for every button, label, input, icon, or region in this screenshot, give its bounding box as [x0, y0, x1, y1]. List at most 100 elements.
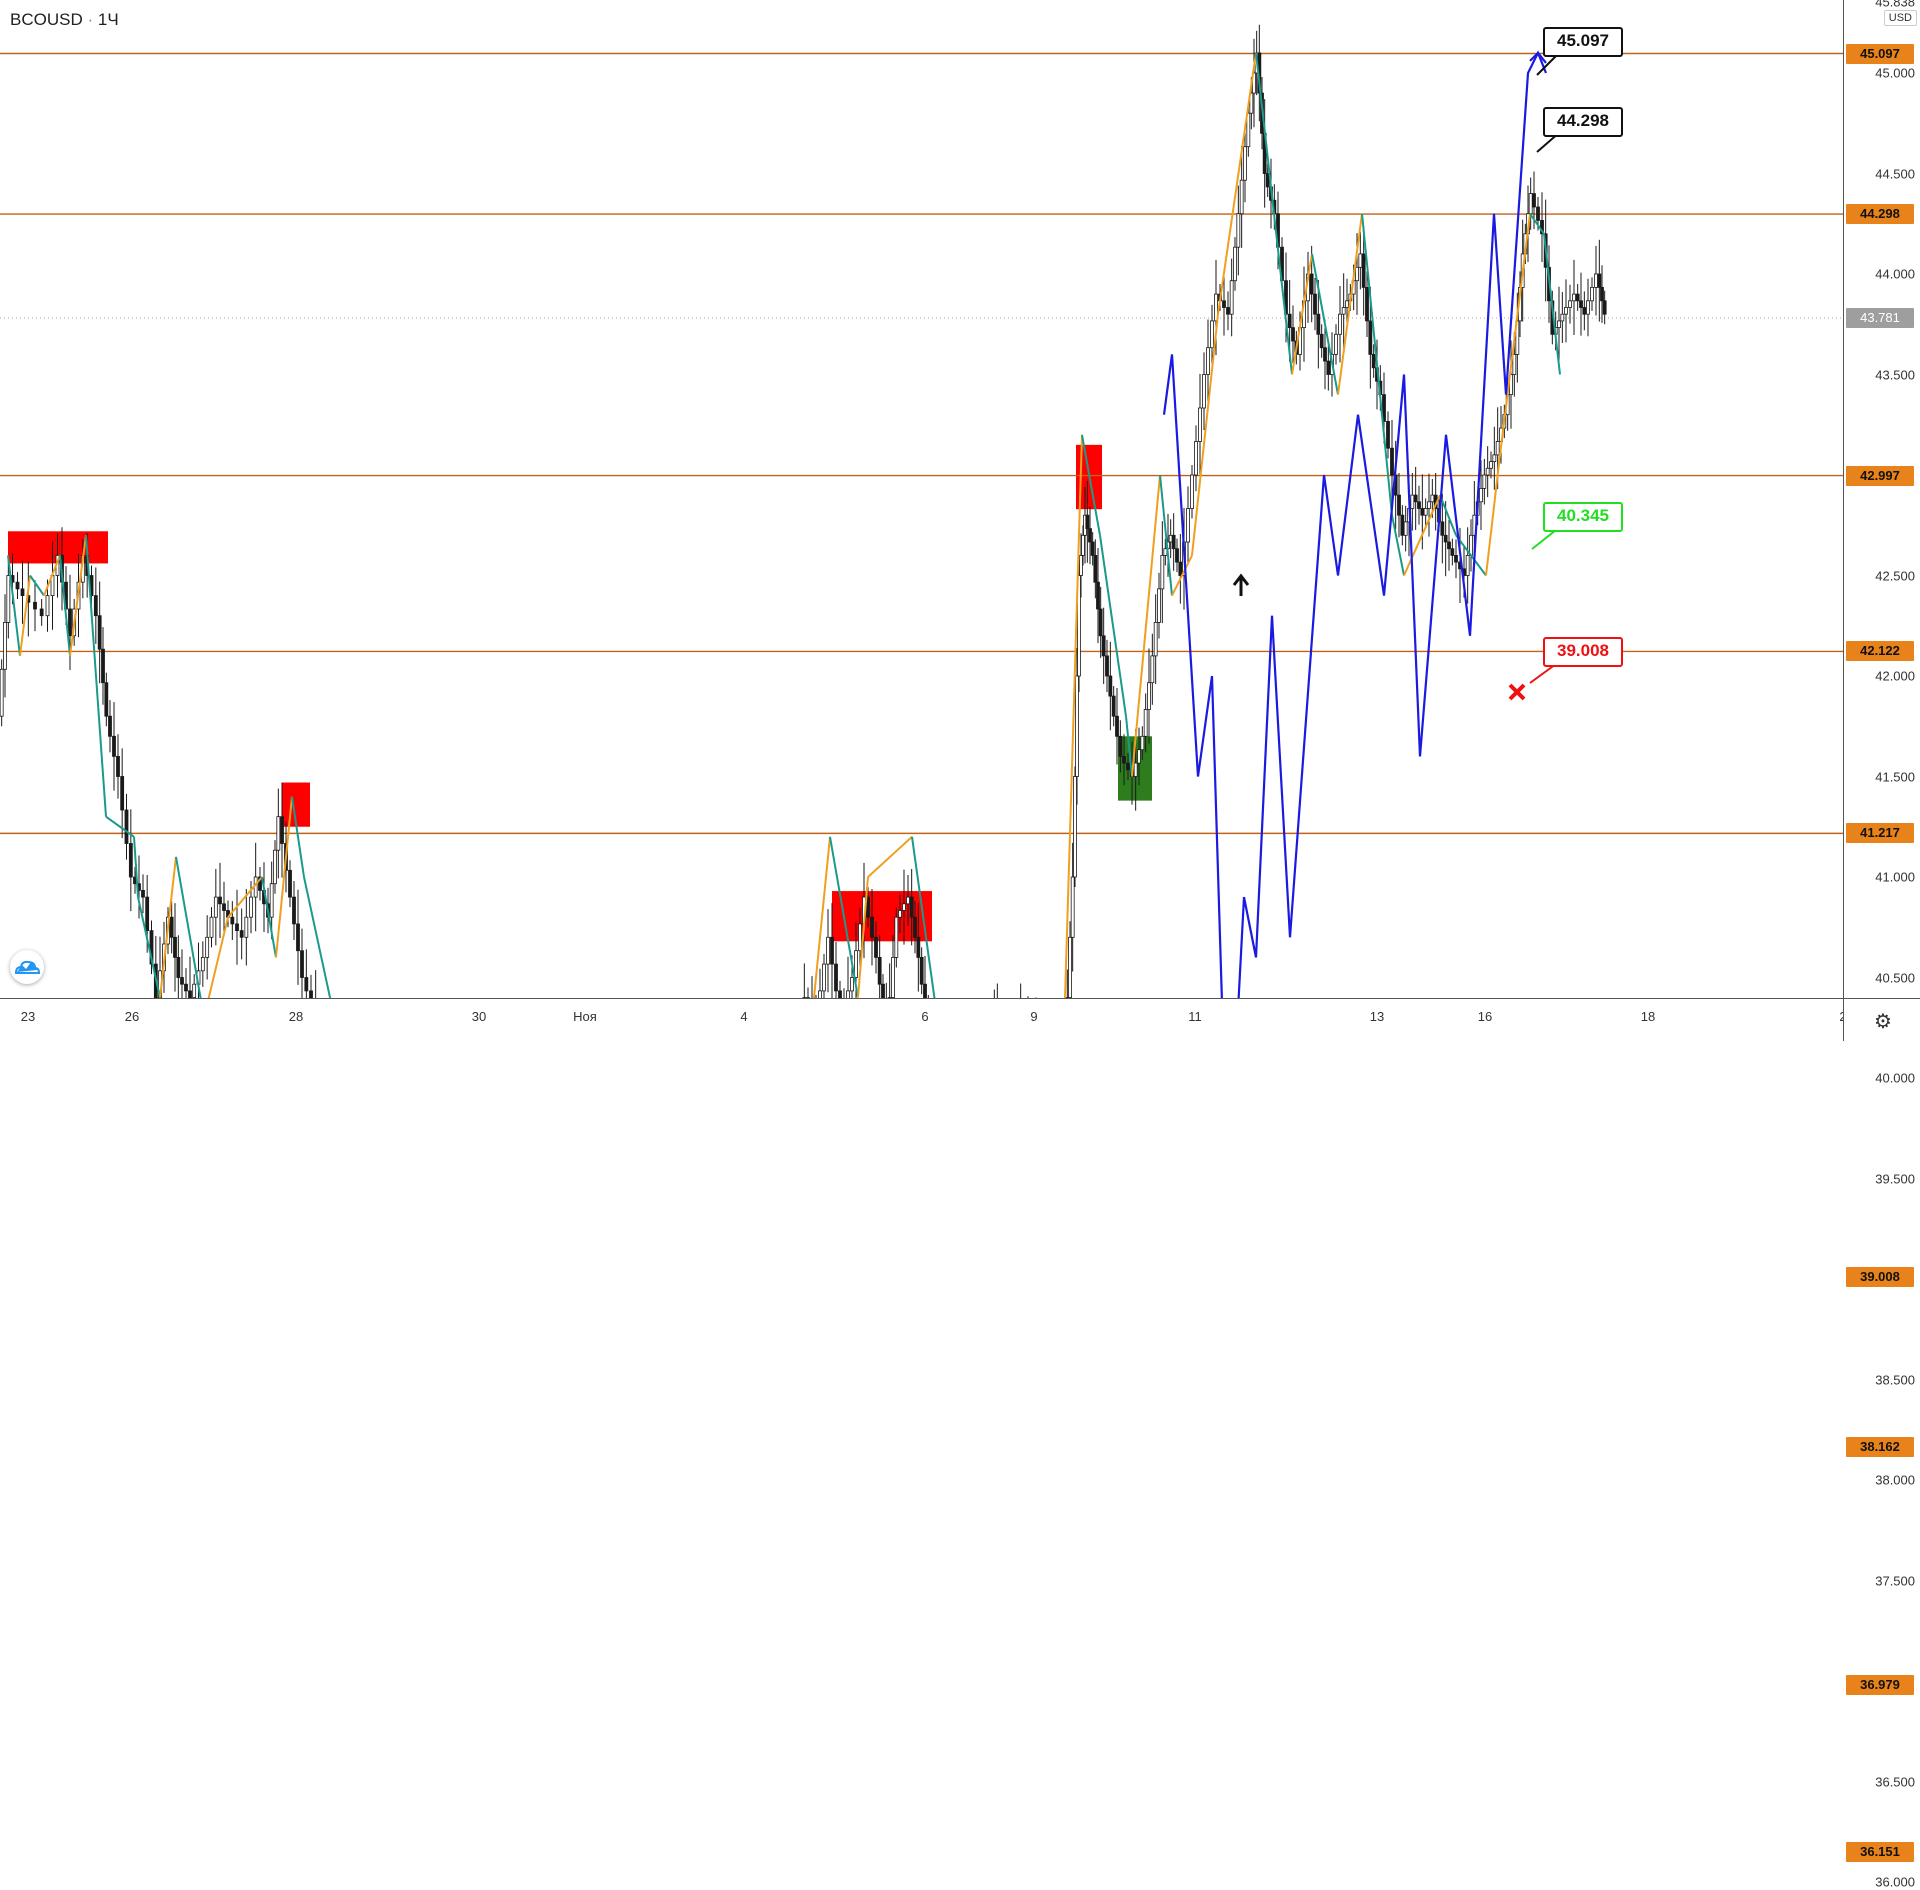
level-price-label[interactable]: 36.151: [1846, 1842, 1914, 1862]
candle-body: [1455, 555, 1458, 562]
forecast-path: [1164, 53, 1546, 998]
level-price-label[interactable]: 38.162: [1846, 1437, 1914, 1457]
symbol-separator: ·: [87, 10, 93, 29]
candle-body: [236, 924, 239, 931]
candle-body: [1240, 180, 1243, 214]
candle-body: [1601, 287, 1604, 300]
level-price-label[interactable]: 41.217: [1846, 823, 1914, 843]
candle-body: [1195, 442, 1198, 476]
candle-body: [40, 609, 43, 616]
chart-canvas[interactable]: [0, 0, 1843, 998]
candle-body: [1424, 509, 1427, 516]
candle-body: [219, 897, 222, 904]
candle-body: [1234, 247, 1237, 281]
candle-body: [1069, 937, 1072, 997]
candle-body: [21, 589, 24, 596]
candle-body: [1310, 274, 1313, 294]
candle-body: [1207, 348, 1210, 375]
axis-corner[interactable]: ⚙: [1843, 998, 1920, 1041]
callout-support[interactable]: 40.345: [1543, 502, 1623, 532]
candle-body: [185, 984, 188, 991]
level-price-label[interactable]: 42.997: [1846, 466, 1914, 486]
symbol-name: BCOUSD: [10, 10, 83, 29]
candle-body: [1342, 308, 1345, 315]
candle-body: [871, 917, 874, 937]
candle-body: [1431, 495, 1434, 502]
callout-stop-text: 39.008: [1557, 641, 1609, 660]
level-price-label[interactable]: 39.008: [1846, 1267, 1914, 1287]
candle-body: [835, 964, 838, 991]
candle-body: [1123, 756, 1126, 763]
price-tick: 41.500: [1875, 769, 1915, 784]
level-price-label[interactable]: 45.097: [1846, 44, 1914, 64]
tradingview-cloud-icon[interactable]: [10, 950, 44, 984]
candle-body: [1086, 515, 1089, 528]
candle-body: [1324, 348, 1327, 361]
level-price-label[interactable]: 44.298: [1846, 204, 1914, 224]
callout-target-high[interactable]: 45.097: [1543, 27, 1623, 57]
symbol-label[interactable]: BCOUSD · 1Ч: [10, 10, 119, 30]
candle-body: [1428, 502, 1431, 509]
price-tick: 41.000: [1875, 870, 1915, 885]
candle-body: [1154, 622, 1157, 656]
candle-body: [1266, 174, 1269, 187]
candle-body: [109, 716, 112, 736]
candle-body: [289, 870, 292, 897]
candle-body: [1320, 334, 1323, 347]
candle-body: [1082, 535, 1085, 555]
level-price-label[interactable]: 42.122: [1846, 641, 1914, 661]
callout-target-mid[interactable]: 44.298: [1543, 107, 1623, 137]
candle-body: [875, 937, 878, 957]
candle-body: [855, 951, 858, 978]
candle-body: [94, 596, 97, 616]
candle-body: [1199, 408, 1202, 442]
candle-body: [245, 917, 248, 937]
zigzag-segment: [1338, 214, 1362, 395]
candle-body: [1191, 475, 1194, 509]
candle-body: [7, 576, 10, 623]
candle-body: [1398, 495, 1401, 515]
zigzag-segment: [1292, 254, 1312, 375]
level-price-label[interactable]: 36.979: [1846, 1675, 1914, 1695]
price-tick: 44.000: [1875, 267, 1915, 282]
candle-body: [274, 850, 277, 884]
candle-body: [293, 897, 296, 924]
candle-body: [4, 622, 7, 669]
candle-body: [1359, 254, 1362, 267]
candle-body: [1127, 763, 1130, 770]
candle-body: [1099, 609, 1102, 636]
candle-body: [1151, 656, 1154, 683]
candle-body: [193, 984, 196, 997]
time-label: 16: [1478, 1009, 1492, 1024]
candle-body: [223, 904, 226, 911]
candle-body: [121, 777, 124, 811]
candle-body: [1148, 683, 1151, 710]
candle-body: [827, 937, 830, 964]
price-axis[interactable]: USD 45.50045.00044.50044.00043.50042.500…: [1843, 0, 1920, 998]
candle-body: [1292, 328, 1295, 341]
callout-stop[interactable]: 39.008: [1543, 637, 1623, 667]
candle-body: [1513, 354, 1516, 374]
candle-body: [117, 756, 120, 776]
candle-body: [105, 683, 108, 717]
candle-body: [823, 964, 826, 991]
candle-body: [1161, 555, 1164, 589]
gear-icon[interactable]: ⚙: [1874, 1009, 1892, 1034]
time-label: 11: [1188, 1009, 1202, 1024]
candle-body: [819, 991, 822, 998]
price-tick-top: 45.838: [1875, 0, 1915, 10]
chart-pane[interactable]: BCOUSD · 1Ч 45.097 44.298 40.345 39.008: [0, 0, 1843, 998]
candle-body: [16, 582, 19, 589]
candle-body: [1230, 281, 1233, 315]
candle-body: [1411, 495, 1414, 508]
candle-body: [146, 897, 149, 931]
time-label: 28: [289, 1009, 303, 1024]
candle-body: [910, 897, 913, 917]
candle-body: [142, 890, 145, 897]
candle-body: [102, 649, 105, 683]
time-axis[interactable]: 23262830Ноя469111316182: [0, 998, 1843, 1041]
currency-badge[interactable]: USD: [1884, 10, 1917, 26]
candle-body: [1172, 535, 1175, 548]
price-tick: 40.500: [1875, 970, 1915, 985]
candle-body: [1580, 301, 1583, 308]
